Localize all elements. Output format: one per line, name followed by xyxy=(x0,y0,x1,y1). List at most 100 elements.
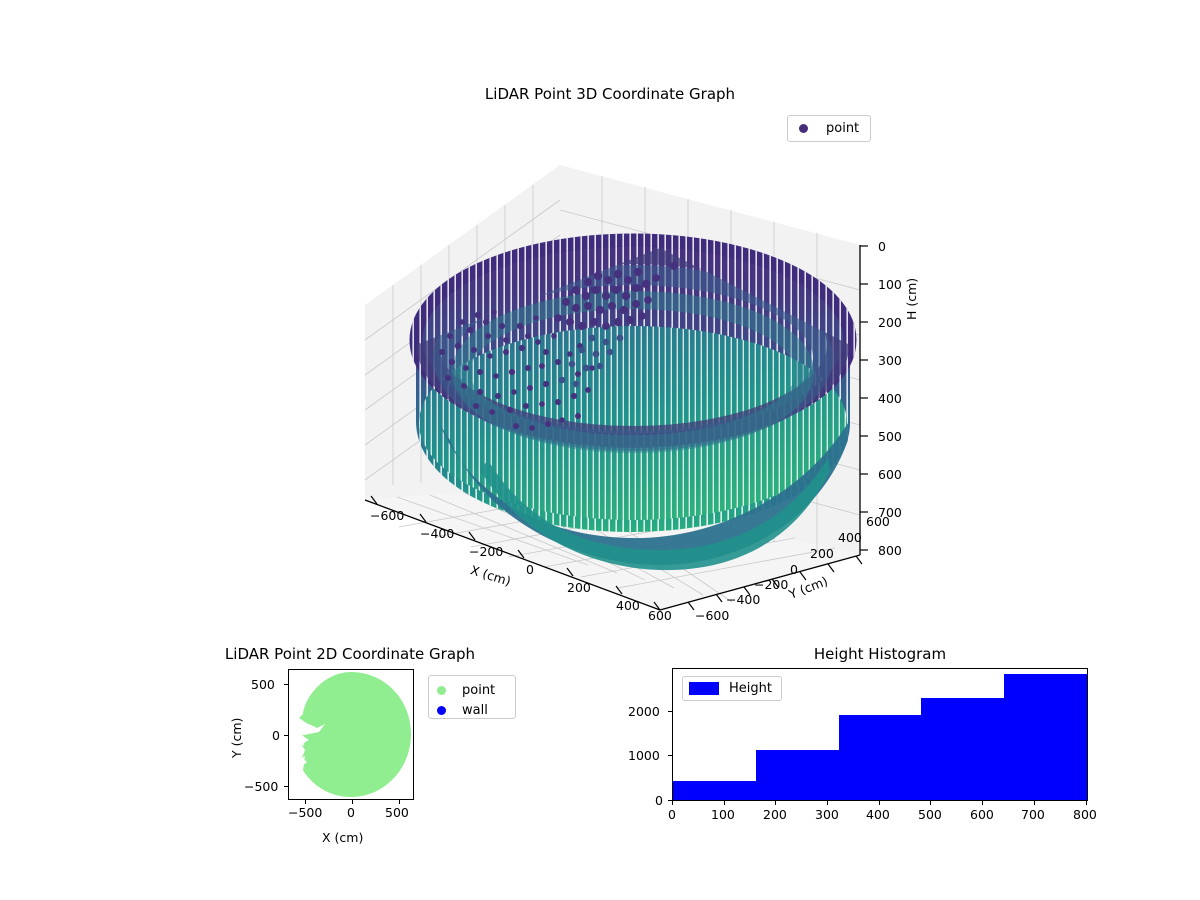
histogram-bar-1 xyxy=(755,749,839,800)
legend-label-wall: wall xyxy=(462,702,488,718)
plot2d-ytickmark-1 xyxy=(284,735,288,736)
plot2d-ytick-m500: −500 xyxy=(244,779,279,794)
histogram-ytickmark-2 xyxy=(668,711,672,712)
plot3d-ztick-8: 800 xyxy=(878,543,902,558)
histogram-bar-3 xyxy=(921,698,1005,800)
point-scatter-2d xyxy=(298,672,411,797)
histogram-ytickmark-0 xyxy=(668,800,672,801)
plot2d-ytickmark-0 xyxy=(284,684,288,685)
plot3d-ztick-2: 200 xyxy=(878,315,902,330)
plot3d-xtick-2: −200 xyxy=(469,544,504,559)
plot3d-legend[interactable]: point xyxy=(787,115,871,142)
plot2d-ytick-0: 0 xyxy=(272,728,280,743)
histogram-xtickmark-1 xyxy=(724,801,725,805)
plot3d-ytick-5: 400 xyxy=(838,530,862,545)
histogram-plot-area xyxy=(673,669,1087,800)
histogram-xtick-6: 600 xyxy=(970,807,994,822)
histogram-bar-2 xyxy=(838,715,922,800)
histogram-legend[interactable]: Height xyxy=(682,676,782,701)
histogram-xtick-0: 0 xyxy=(668,807,676,822)
axis-spines xyxy=(364,245,861,611)
axis-tickmarks xyxy=(370,245,868,611)
plot3d-ytick-1: −400 xyxy=(726,592,761,607)
plot3d-xtick-4: 200 xyxy=(567,580,591,595)
histogram-xtick-4: 400 xyxy=(866,807,890,822)
plot3d-ytick-3: 0 xyxy=(790,562,798,577)
histogram-xtickmark-3 xyxy=(827,801,828,805)
histogram-title: Height Histogram xyxy=(813,645,947,663)
plot3d-ztick-4: 400 xyxy=(878,391,902,406)
plot2d-canvas xyxy=(295,672,411,797)
histogram-xtickmark-8 xyxy=(1086,801,1087,805)
notch-mid xyxy=(299,740,306,746)
point-cloud-3d xyxy=(409,233,857,571)
plot2d-ytick-500: 500 xyxy=(251,677,275,692)
plot3d-ytick-0: −600 xyxy=(695,608,730,623)
plot2d-xtick-0: 0 xyxy=(347,805,355,820)
plot3d-ytick-6: 600 xyxy=(866,514,890,529)
legend-label-height: Height xyxy=(729,681,772,696)
plot3d-canvas xyxy=(364,165,868,611)
histogram-bar-4 xyxy=(1004,674,1087,800)
drum-front-lip-inner xyxy=(480,458,830,571)
histogram-xtickmark-4 xyxy=(879,801,880,805)
plot2d-ytickmark-2 xyxy=(284,786,288,787)
plot2d-xtickmark-2 xyxy=(399,800,400,804)
histogram-ytickmark-1 xyxy=(668,755,672,756)
drum-floor-scanlines xyxy=(419,326,847,520)
histogram-ytick-1000: 1000 xyxy=(628,748,660,763)
plot3d-xtick-1: −400 xyxy=(420,526,455,541)
plot3d-title: LiDAR Point 3D Coordinate Graph xyxy=(484,85,736,103)
plot3d-ztick-3: 300 xyxy=(878,353,902,368)
plot2d-axes[interactable] xyxy=(288,669,414,800)
histogram-xtick-1: 100 xyxy=(711,807,735,822)
plot2d-legend[interactable]: point wall xyxy=(428,675,516,719)
plot3d-axes[interactable]: −600 −400 −200 0 200 400 600 X (cm) −600… xyxy=(330,140,919,630)
histogram-xtickmark-6 xyxy=(982,801,983,805)
notch-lower xyxy=(295,756,305,774)
plot2d-xtick-500: 500 xyxy=(385,805,409,820)
plot3d-xtick-0: −600 xyxy=(370,508,405,523)
plot3d-ztick-0: 0 xyxy=(878,239,886,254)
plot3d-ytick-4: 200 xyxy=(810,546,834,561)
histogram-xtickmark-0 xyxy=(672,801,673,805)
plot3d-ztick-6: 600 xyxy=(878,467,902,482)
plot3d-xtick-5: 400 xyxy=(616,598,640,613)
legend-swatch-height-icon xyxy=(689,682,719,695)
legend-item-wall[interactable]: wall xyxy=(437,700,507,720)
legend-item-point[interactable]: point xyxy=(437,680,507,700)
legend-item-point[interactable]: point xyxy=(795,119,863,138)
legend-label-point: point xyxy=(826,121,860,136)
sparse-returns-mid xyxy=(558,334,624,388)
plot3d-ztick-7: 700 xyxy=(878,505,902,520)
histogram-xtickmark-5 xyxy=(930,801,931,805)
histogram-ytick-0: 0 xyxy=(655,793,663,808)
plot3d-ztick-1: 100 xyxy=(878,277,902,292)
histogram-bar-0 xyxy=(673,780,756,800)
plot2d-xtick-m500: −500 xyxy=(288,805,323,820)
histogram-xtick-2: 200 xyxy=(763,807,787,822)
histogram-ytick-2000: 2000 xyxy=(628,704,660,719)
legend-label-point: point xyxy=(462,682,496,698)
plot3d-xtick-6: 600 xyxy=(648,608,672,623)
histogram-xtick-5: 500 xyxy=(918,807,942,822)
legend-marker-wall-icon xyxy=(437,705,446,715)
histogram-xtick-3: 300 xyxy=(815,807,839,822)
plot2d-xlabel: X (cm) xyxy=(322,830,364,845)
histogram-xtickmark-7 xyxy=(1034,801,1035,805)
notch-upper xyxy=(297,724,325,736)
plot3d-xtick-3: 0 xyxy=(526,562,534,577)
histogram-xtickmark-2 xyxy=(775,801,776,805)
plot2d-ylabel: Y (cm) xyxy=(229,717,244,758)
plot2d-xtickmark-1 xyxy=(352,800,353,804)
plot3d-ytick-2: −200 xyxy=(754,577,789,592)
histogram-xtick-8: 800 xyxy=(1073,807,1097,822)
plot3d-zlabel: H (cm) xyxy=(904,277,919,320)
plot2d-title: LiDAR Point 2D Coordinate Graph xyxy=(224,645,476,663)
plot2d-xtickmark-0 xyxy=(305,800,306,804)
plot3d-ztick-5: 500 xyxy=(878,429,902,444)
legend-item-height[interactable]: Height xyxy=(689,679,775,698)
legend-marker-point-icon xyxy=(437,685,446,695)
legend-marker-point-icon xyxy=(799,124,808,133)
